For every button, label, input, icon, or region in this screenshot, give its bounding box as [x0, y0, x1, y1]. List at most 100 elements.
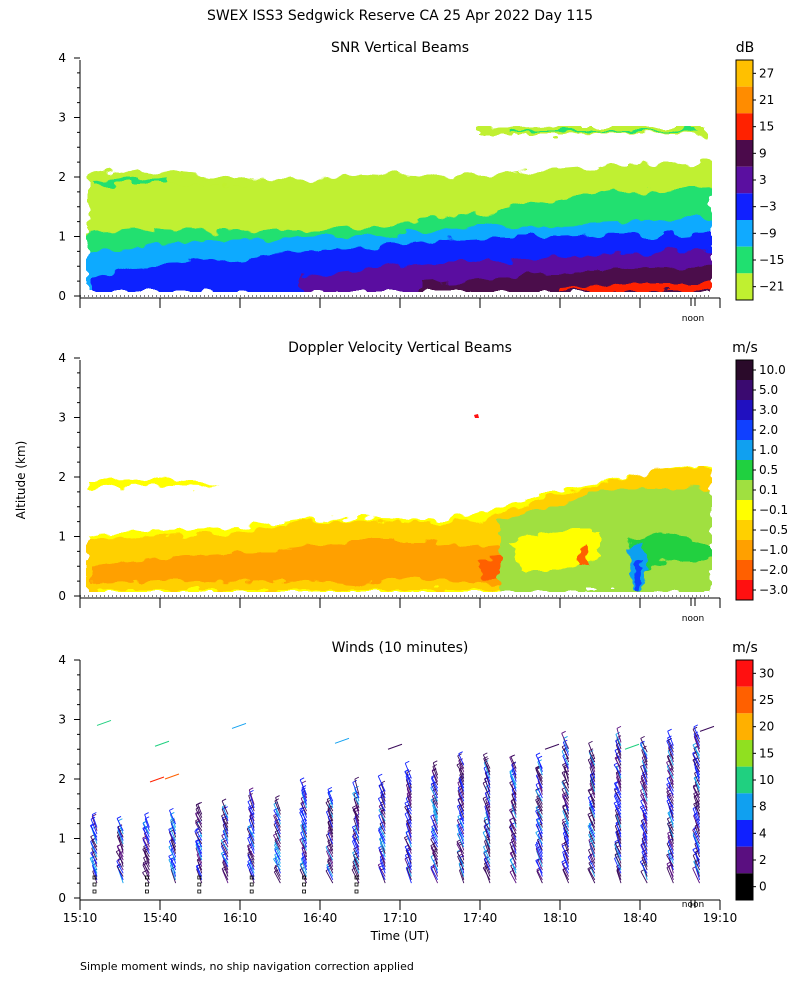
- colorbar-swatch: [736, 580, 753, 600]
- wind-barb: [587, 868, 596, 884]
- wind-barb-flag: [406, 821, 411, 825]
- colorbar-label: 2: [759, 853, 767, 867]
- wind-barb: [115, 851, 124, 864]
- wind-barb: [459, 812, 465, 825]
- wind-barb: [458, 753, 465, 766]
- colorbar-swatch: [736, 686, 753, 714]
- wind-barb: [561, 733, 570, 750]
- wind-barb: [327, 822, 334, 838]
- wind-barb: [168, 829, 177, 845]
- wind-barb: [352, 793, 360, 805]
- wind-barb-flag: [693, 801, 698, 805]
- wind-barb-flag: [561, 786, 567, 790]
- wind-barb: [642, 814, 648, 828]
- x-tick-label: 18:10: [543, 911, 578, 925]
- wind-barb: [326, 811, 334, 828]
- wind-barb: [614, 844, 622, 861]
- wind-barb: [666, 843, 674, 858]
- wind-barb: [459, 779, 465, 792]
- wind-barb: [587, 825, 596, 841]
- wind-barb: [693, 796, 701, 812]
- wind-barb: [457, 782, 465, 799]
- wind-barb: [171, 841, 177, 854]
- wind-barb-flag: [537, 798, 542, 802]
- figure-title: SWEX ISS3 Sedgwick Reserve CA 25 Apr 202…: [207, 8, 593, 24]
- wind-barb-flag: [668, 774, 674, 778]
- wind-barb: [536, 767, 543, 779]
- wind-barb: [220, 853, 229, 864]
- wind-barb: [223, 829, 229, 841]
- wind-barb: [483, 767, 491, 782]
- wind-barb: [334, 737, 350, 744]
- wind-barb: [693, 777, 700, 789]
- wind-barb: [431, 835, 438, 848]
- calm-marker: [354, 889, 359, 894]
- wind-barb: [458, 806, 465, 818]
- wind-barb: [587, 814, 596, 828]
- wind-barb: [483, 851, 491, 864]
- wind-barb: [642, 819, 648, 831]
- wind-barb-flag: [457, 788, 463, 791]
- wind-barb: [221, 835, 229, 848]
- wind-barb: [535, 810, 543, 825]
- wind-barb-flag: [535, 752, 541, 756]
- wind-barb-flag: [194, 828, 200, 832]
- wind-barb: [91, 828, 98, 844]
- wind-barb: [301, 847, 308, 861]
- wind-barb: [509, 809, 517, 822]
- colorbar-label: 8: [759, 800, 767, 814]
- wind-barb: [692, 833, 701, 848]
- wind-barb: [692, 849, 700, 861]
- wind-barb: [508, 826, 517, 838]
- wind-barb: [378, 838, 386, 851]
- wind-barb: [170, 823, 177, 835]
- wind-barb: [404, 806, 412, 818]
- wind-barb-flag: [221, 798, 227, 802]
- wind-barb: [640, 844, 648, 858]
- wind-barb: [484, 841, 491, 858]
- wind-barb: [510, 800, 517, 815]
- wind-barb: [325, 802, 334, 815]
- wind-barb: [562, 780, 569, 792]
- wind-barb: [614, 750, 622, 763]
- wind-barb: [535, 819, 543, 835]
- wind-barb: [458, 863, 465, 877]
- wind-barb: [170, 828, 177, 841]
- wind-barb: [222, 824, 229, 838]
- wind-barb-flag: [378, 845, 383, 849]
- wind-barb: [693, 803, 700, 815]
- winds-panel-title: Winds (10 minutes): [332, 640, 469, 656]
- wind-barb: [143, 846, 150, 858]
- wind-barb: [561, 863, 570, 877]
- wind-barb: [588, 869, 596, 881]
- wind-barb: [588, 839, 596, 854]
- wind-barb: [587, 797, 596, 812]
- wind-barb: [640, 844, 648, 861]
- wind-barb: [561, 750, 570, 766]
- calm-marker: [354, 882, 359, 887]
- wind-barb: [379, 856, 386, 871]
- wind-barb: [231, 722, 247, 729]
- colorbar-label: 0: [759, 880, 767, 894]
- wind-barb: [221, 800, 229, 815]
- wind-barb: [327, 860, 334, 874]
- wind-barb: [642, 832, 648, 845]
- wind-barb: [405, 779, 412, 795]
- wind-barb: [536, 800, 543, 812]
- x-axis-label: Time (UT): [370, 929, 430, 943]
- calm-marker: [144, 875, 149, 880]
- wind-barb-flag: [482, 780, 488, 784]
- wind-barb: [667, 770, 674, 782]
- wind-barb-flag: [354, 776, 360, 780]
- wind-barb: [352, 809, 360, 822]
- wind-barb-flag: [273, 832, 278, 836]
- wind-barb: [222, 860, 229, 874]
- wind-barb: [430, 868, 439, 884]
- colorbar-swatch: [736, 60, 753, 87]
- doppler-colorbar: 10.0 5.0 3.0 2.0 1.0 0.5 0.1 −0.1 −0.5 −1.0 −2.0 −3…: [735, 359, 788, 601]
- wind-barb: [404, 846, 412, 858]
- wind-barb: [588, 743, 596, 759]
- wind-barb: [404, 771, 412, 782]
- wind-barb: [484, 772, 491, 786]
- x-tick-label: 16:10: [223, 911, 258, 925]
